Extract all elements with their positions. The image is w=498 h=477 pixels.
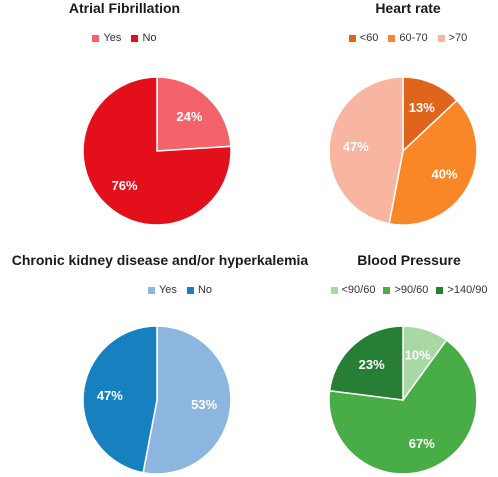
- data-label: 24%: [176, 109, 202, 124]
- pie-slice: [82, 76, 232, 226]
- data-label: 67%: [409, 436, 435, 451]
- pie-slice: [402, 76, 459, 153]
- chart-legend: Yes No: [0, 32, 249, 44]
- legend-item: No: [131, 32, 157, 44]
- data-label: 40%: [431, 166, 457, 181]
- pie-slice: [328, 76, 404, 225]
- legend-item: >90/60: [383, 284, 428, 296]
- pie-slice: [82, 325, 158, 474]
- chart-panel-heart-rate: Heart rate <60 60-70 >70 13% 40% 47%: [320, 0, 496, 238]
- legend-label: <60: [359, 32, 379, 44]
- legend-swatch: [92, 34, 100, 42]
- pie-chart: 10% 67% 23%: [328, 325, 478, 475]
- chart-title: Atrial Fibrillation: [68, 0, 181, 16]
- chart-title: Blood Pressure: [357, 252, 461, 268]
- pie-slice: [142, 325, 232, 475]
- chart-title: Chronic kidney disease and/or hyperkalem…: [11, 252, 309, 268]
- data-label: 47%: [343, 139, 369, 154]
- legend-label: >140/90: [447, 284, 488, 296]
- legend-item: No: [186, 284, 212, 296]
- legend-label: No: [142, 32, 157, 44]
- chart-legend: Yes No: [0, 284, 320, 296]
- legend-label: No: [197, 284, 212, 296]
- pie-slice: [328, 339, 478, 475]
- pie-chart: 24% 76%: [82, 76, 232, 226]
- chart-panel-blood-pressure: Blood Pressure <90/60 >90/60 >140/90 10%…: [320, 246, 498, 477]
- legend-swatch: [330, 286, 338, 294]
- legend-label: <90/60: [341, 284, 376, 296]
- legend-item: <90/60: [330, 284, 376, 296]
- legend-swatch: [186, 286, 194, 294]
- legend-item: Yes: [147, 284, 177, 296]
- pie-chart: 13% 40% 47%: [328, 76, 478, 226]
- chart-panel-atrial-fibrillation: Atrial Fibrillation Yes No 24% 76%: [0, 0, 249, 238]
- legend-swatch: [436, 286, 444, 294]
- legend-swatch: [383, 286, 391, 294]
- data-label: 47%: [97, 388, 123, 403]
- chart-legend: <90/60 >90/60 >140/90: [320, 284, 498, 296]
- legend-label: Yes: [103, 32, 122, 44]
- pie-slice: [388, 99, 478, 226]
- pie-slice: [156, 76, 232, 152]
- data-label: 23%: [359, 357, 385, 372]
- legend-item: 60-70: [388, 32, 428, 44]
- legend-item: >140/90: [436, 284, 487, 296]
- data-label: 10%: [405, 347, 431, 362]
- legend-swatch: [437, 34, 445, 42]
- pie-chart: 53% 47%: [82, 325, 232, 475]
- legend-swatch: [388, 34, 396, 42]
- chart-legend: <60 60-70 >70: [320, 32, 496, 44]
- legend-item: Yes: [92, 32, 121, 44]
- legend-item: <60: [348, 32, 379, 44]
- legend-swatch: [147, 286, 155, 294]
- pie-slice: [328, 325, 404, 401]
- chart-panel-chronic-kidney-disease: Chronic kidney disease and/or hyperkalem…: [0, 246, 320, 477]
- legend-label: >90/60: [394, 284, 429, 296]
- legend-label: >70: [448, 32, 468, 44]
- legend-swatch: [348, 34, 356, 42]
- data-label: 53%: [191, 397, 217, 412]
- data-label: 76%: [112, 178, 138, 193]
- legend-item: >70: [437, 32, 468, 44]
- legend-label: Yes: [158, 284, 177, 296]
- chart-title: Heart rate: [375, 0, 441, 16]
- data-label: 13%: [409, 100, 435, 115]
- legend-swatch: [131, 34, 139, 42]
- legend-label: 60-70: [399, 32, 428, 44]
